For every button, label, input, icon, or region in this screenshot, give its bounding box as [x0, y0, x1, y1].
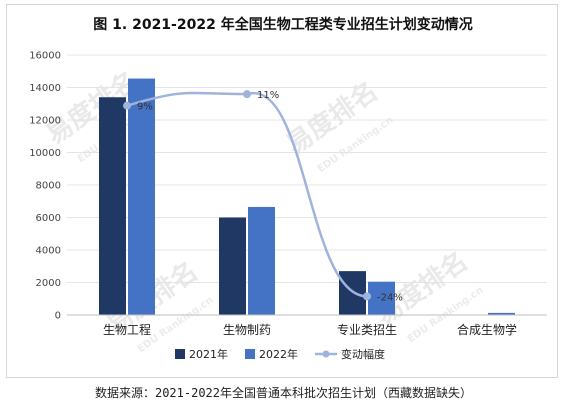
change-line — [126, 91, 368, 298]
legend-label: 2022年 — [259, 347, 298, 361]
change-point — [363, 292, 371, 301]
legend-swatch — [245, 349, 255, 359]
y-tick-label: 16000 — [29, 51, 61, 62]
chart-title: 图 1. 2021-2022 年全国生物工程类专业招生计划变动情况 — [93, 16, 472, 33]
change-data-label: -24% — [377, 292, 403, 303]
change-line-layer: 9% 11% -24% — [123, 90, 403, 303]
change-data-label: 11% — [257, 90, 279, 101]
y-tick-label: 6000 — [36, 213, 61, 224]
x-axis: 生物工程 生物制药 专业类招生 合成生物学 — [67, 314, 547, 337]
legend-label: 2021年 — [189, 347, 228, 361]
bar — [128, 78, 155, 315]
bar — [368, 281, 395, 315]
x-category-label: 合成生物学 — [457, 322, 517, 337]
y-tick-label: 8000 — [36, 181, 61, 192]
change-point — [243, 90, 251, 99]
legend-line-marker — [322, 350, 330, 358]
change-point — [123, 101, 131, 110]
bar — [339, 271, 366, 315]
legend-label: 变动幅度 — [341, 347, 385, 361]
bar — [488, 312, 515, 315]
legend: 2021年 2022年 变动幅度 — [175, 347, 385, 361]
bars-layer — [99, 78, 515, 315]
bar — [219, 217, 246, 315]
bar — [99, 97, 126, 315]
bar — [248, 206, 275, 315]
y-tick-label: 0 — [55, 311, 61, 322]
y-tick-label: 12000 — [29, 116, 61, 127]
y-axis: 0 2000 4000 6000 8000 10000 12000 14000 16000 — [29, 51, 61, 322]
change-data-label: 9% — [137, 102, 153, 113]
legend-swatch — [175, 349, 185, 359]
x-category-label: 专业类招生 — [337, 322, 397, 337]
x-category-label: 生物制药 — [223, 323, 271, 337]
y-tick-label: 10000 — [29, 148, 61, 159]
y-tick-label: 2000 — [36, 278, 61, 289]
y-tick-label: 14000 — [29, 83, 61, 94]
y-tick-label: 4000 — [36, 246, 61, 257]
source-note: 数据来源：2021-2022年全国普通本科批次招生计划（西藏数据缺失） — [94, 386, 473, 400]
watermark-brand: 易度排名 — [281, 76, 384, 161]
x-category-label: 生物工程 — [103, 322, 151, 337]
